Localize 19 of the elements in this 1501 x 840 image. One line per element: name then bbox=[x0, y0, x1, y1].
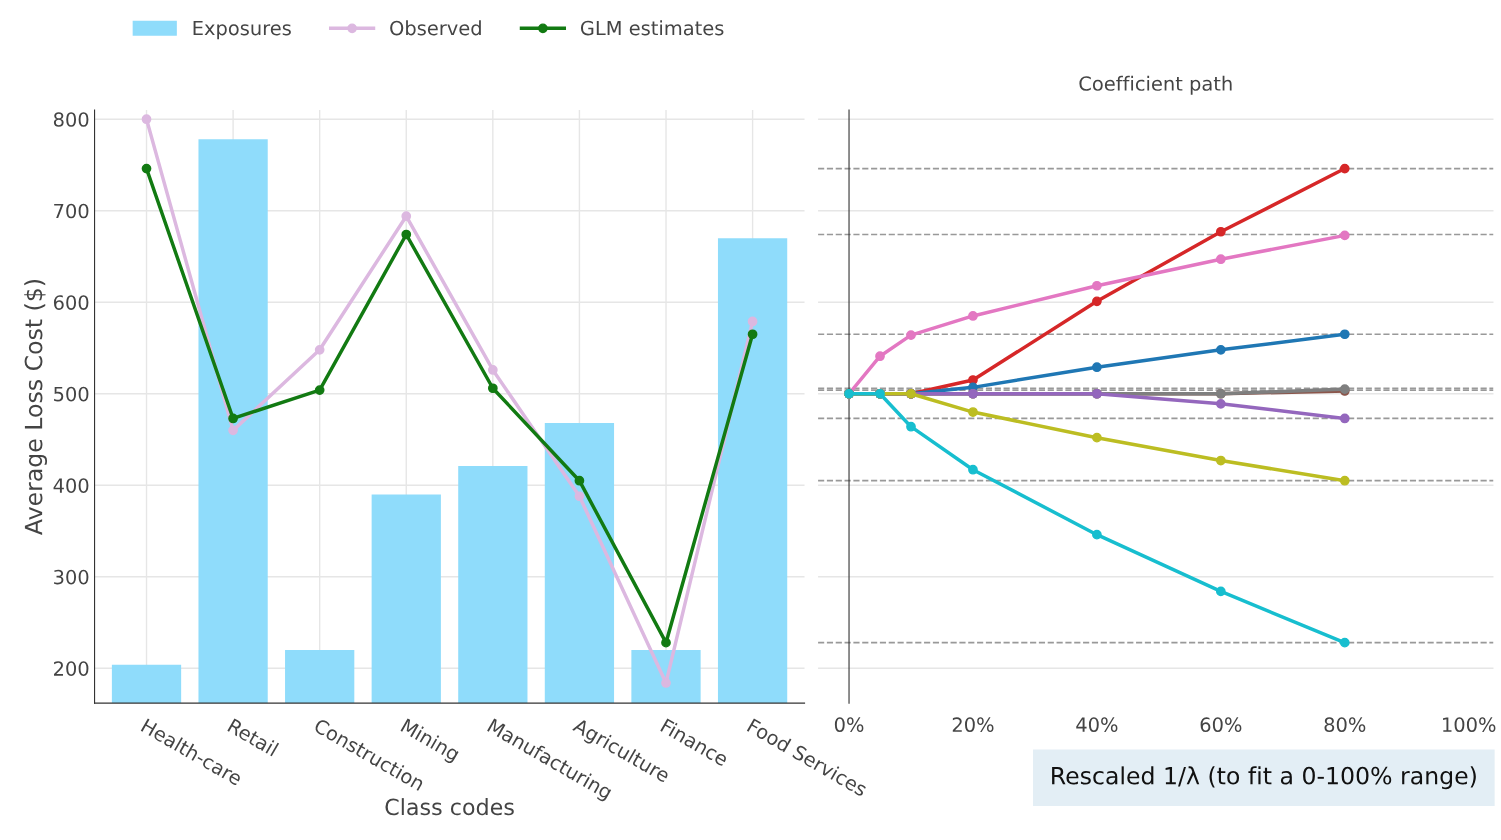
x-tick-label: 0% bbox=[834, 717, 864, 733]
x-tick-label: 40% bbox=[1076, 717, 1118, 733]
x-axis-title: Rescaled 1/λ (to fit a 0-100% range) bbox=[1052, 766, 1476, 790]
legend-label: GLM estimates bbox=[580, 20, 724, 36]
y-tick-label: 600 bbox=[53, 295, 89, 310]
y-tick-label: 400 bbox=[53, 478, 89, 493]
y-tick-label: 200 bbox=[54, 661, 89, 676]
y-tick-label: 700 bbox=[54, 203, 89, 219]
legend-label: Observed bbox=[390, 20, 481, 36]
x-tick-label: 20% bbox=[952, 717, 994, 733]
legend-label: Exposures bbox=[193, 20, 291, 40]
y-tick-label: 500 bbox=[54, 386, 89, 402]
y-tick-label: 300 bbox=[54, 569, 89, 585]
y-axis-title: Average Loss Cost ($) bbox=[24, 279, 48, 535]
x-tick-label: 100% bbox=[1443, 717, 1496, 733]
y-tick-label: 800 bbox=[53, 112, 89, 127]
chart-title: Coefficient path bbox=[1079, 75, 1232, 95]
x-tick-label: 80% bbox=[1324, 717, 1366, 733]
x-tick-label: 60% bbox=[1200, 717, 1242, 733]
